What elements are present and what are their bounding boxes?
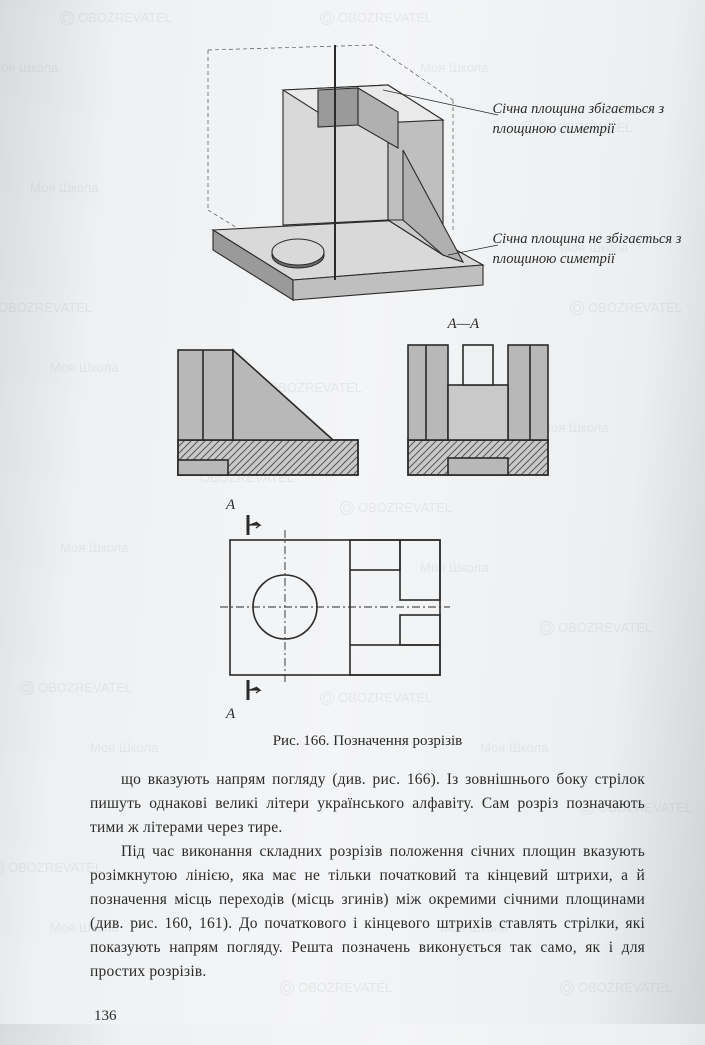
figure-sections: А—А xyxy=(158,320,578,490)
paragraph-2: Під час виконання складних розрізів поло… xyxy=(90,840,645,984)
callout-top: Січна площина збігається з площиною симе… xyxy=(493,100,703,139)
paragraph-1: що вказують напрям погляду (див. рис. 16… xyxy=(90,768,645,840)
plan-label-a-bottom: А xyxy=(226,706,235,723)
page-number: 136 xyxy=(94,1008,645,1025)
body-text: що вказують напрям погляду (див. рис. 16… xyxy=(90,768,645,984)
page-content: Січна площина збігається з площиною симе… xyxy=(0,0,705,1045)
plan-label-a-top: А xyxy=(226,497,235,514)
figure-caption: Рис. 166. Позначення розрізів xyxy=(90,733,645,750)
section-label-aa: А—А xyxy=(448,316,480,333)
figure-isometric: Січна площина збігається з площиною симе… xyxy=(153,30,583,310)
figure-plan: А А xyxy=(200,495,480,725)
callout-bottom: Січна площина не збігається з площиною с… xyxy=(493,230,703,269)
